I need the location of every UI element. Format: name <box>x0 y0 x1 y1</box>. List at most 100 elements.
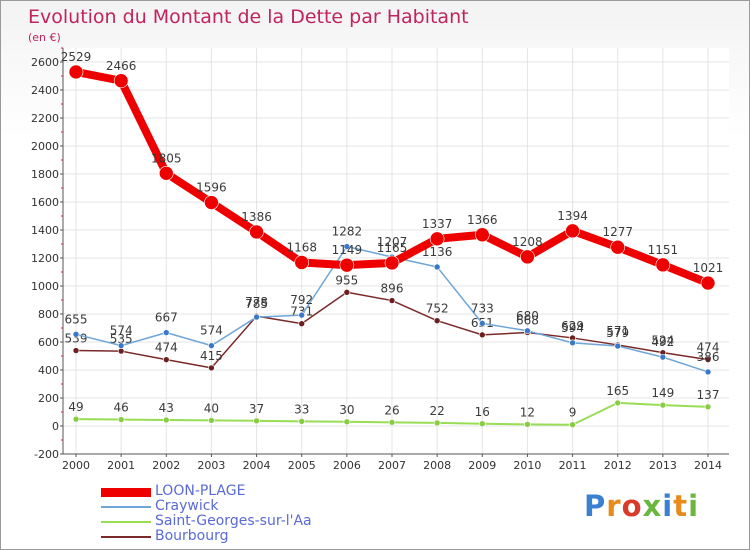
y-tick-label: 1200 <box>31 252 59 265</box>
data-label: 43 <box>159 401 174 415</box>
data-point <box>162 329 170 336</box>
data-label: 680 <box>516 309 539 323</box>
data-point <box>162 416 170 424</box>
data-point <box>524 421 531 428</box>
data-label: 415 <box>200 349 223 363</box>
data-label: 1277 <box>602 225 633 239</box>
y-tick-label: 800 <box>38 308 59 321</box>
data-point <box>478 331 486 339</box>
data-label: 12 <box>520 405 535 419</box>
data-label: 1282 <box>332 225 363 239</box>
data-label: 1149 <box>332 243 363 257</box>
x-tick-label: 2004 <box>243 459 271 472</box>
data-point <box>478 420 486 428</box>
data-point <box>474 227 490 243</box>
data-label: 16 <box>475 405 490 419</box>
x-tick-label: 2013 <box>649 459 677 472</box>
data-label: 571 <box>606 324 629 338</box>
data-label: 1366 <box>467 213 498 227</box>
data-label: 1337 <box>422 217 453 231</box>
data-point <box>704 403 712 411</box>
data-label: 579 <box>606 326 629 340</box>
data-label: 386 <box>697 350 720 364</box>
logo-letter: r <box>606 489 622 523</box>
data-point <box>298 418 306 425</box>
data-point <box>117 342 125 349</box>
series-bourbourg: 5395354744157857319558967526516686295795… <box>65 273 720 372</box>
data-point <box>113 73 129 89</box>
data-point <box>72 347 80 354</box>
data-label: 752 <box>426 302 449 316</box>
data-label: 594 <box>561 321 584 335</box>
data-label: 667 <box>155 311 178 325</box>
data-label: 149 <box>651 386 674 400</box>
data-label: 1165 <box>377 241 408 255</box>
data-point <box>72 330 80 338</box>
data-point <box>659 401 667 409</box>
y-tick-label: 1000 <box>31 280 59 293</box>
y-tick-labels: -200 0 200 400 600 800 1000 1200 1400 1600 1800 200… <box>31 47 63 461</box>
y-tick-label: 1400 <box>31 224 59 237</box>
data-point <box>343 243 351 250</box>
data-label: 1136 <box>422 245 453 259</box>
x-tick-label: 2007 <box>378 459 406 472</box>
chart-subtitle: (en €) <box>28 31 61 44</box>
data-label: 1151 <box>648 243 679 257</box>
data-label: 1805 <box>151 151 182 165</box>
data-point <box>433 263 441 271</box>
data-point <box>298 320 306 327</box>
data-label: 2466 <box>106 59 137 73</box>
data-point <box>343 288 351 296</box>
data-label: 37 <box>249 402 264 416</box>
y-tick-label: 400 <box>38 364 59 377</box>
data-label: 474 <box>155 341 178 355</box>
data-point <box>208 364 215 372</box>
legend-swatch <box>101 506 151 508</box>
data-point <box>388 297 396 304</box>
y-tick-label: 2600 <box>31 56 59 69</box>
x-tick-label: 2012 <box>604 459 632 472</box>
data-point <box>208 417 215 424</box>
legend-label: LOON-PLAGE <box>155 483 246 499</box>
x-tick-labels: 2000 2001 2002 2003 2004 2005 2006 2007 2008 2009… <box>62 454 722 472</box>
data-point <box>343 418 351 426</box>
data-point <box>298 311 306 319</box>
data-label: 655 <box>65 312 88 326</box>
data-point <box>704 368 712 376</box>
data-label: 474 <box>697 341 720 355</box>
x-tick-label: 2010 <box>513 459 541 472</box>
data-point <box>249 224 264 240</box>
logo-letter: x <box>642 489 663 523</box>
data-label: 574 <box>110 324 133 338</box>
legend-swatch <box>101 536 151 538</box>
data-point <box>117 347 125 355</box>
data-label: 46 <box>114 401 129 415</box>
logo-letter: t <box>673 489 689 523</box>
y-tick-label: 2400 <box>31 84 59 97</box>
data-point <box>388 419 396 426</box>
data-label: 733 <box>471 301 494 315</box>
data-label: 896 <box>381 282 404 296</box>
x-tick-label: 2014 <box>694 459 722 472</box>
legend-swatch <box>101 487 151 497</box>
data-label: 1168 <box>286 240 317 254</box>
data-label: 629 <box>561 319 584 333</box>
data-label: 492 <box>651 335 674 349</box>
y-tick-label: 1600 <box>31 196 59 209</box>
data-point <box>659 353 667 361</box>
logo-letter: i <box>688 489 700 523</box>
data-point <box>384 255 400 271</box>
data-label: 1596 <box>196 181 227 195</box>
data-label: 26 <box>384 403 399 417</box>
data-label: 9 <box>569 406 577 420</box>
data-label: 30 <box>339 403 354 417</box>
chart-title: Evolution du Montant de la Dette par Hab… <box>28 6 469 28</box>
data-point <box>433 317 441 325</box>
data-point <box>253 417 260 425</box>
data-label: 33 <box>294 402 309 416</box>
series-loon-plage: 2529 2466 1805 1596 1386 1168 1149 1165 1337 1366… <box>61 50 723 291</box>
data-point <box>158 166 174 181</box>
y-tick-label: -200 <box>34 448 59 461</box>
x-tick-label: 2001 <box>107 459 135 472</box>
